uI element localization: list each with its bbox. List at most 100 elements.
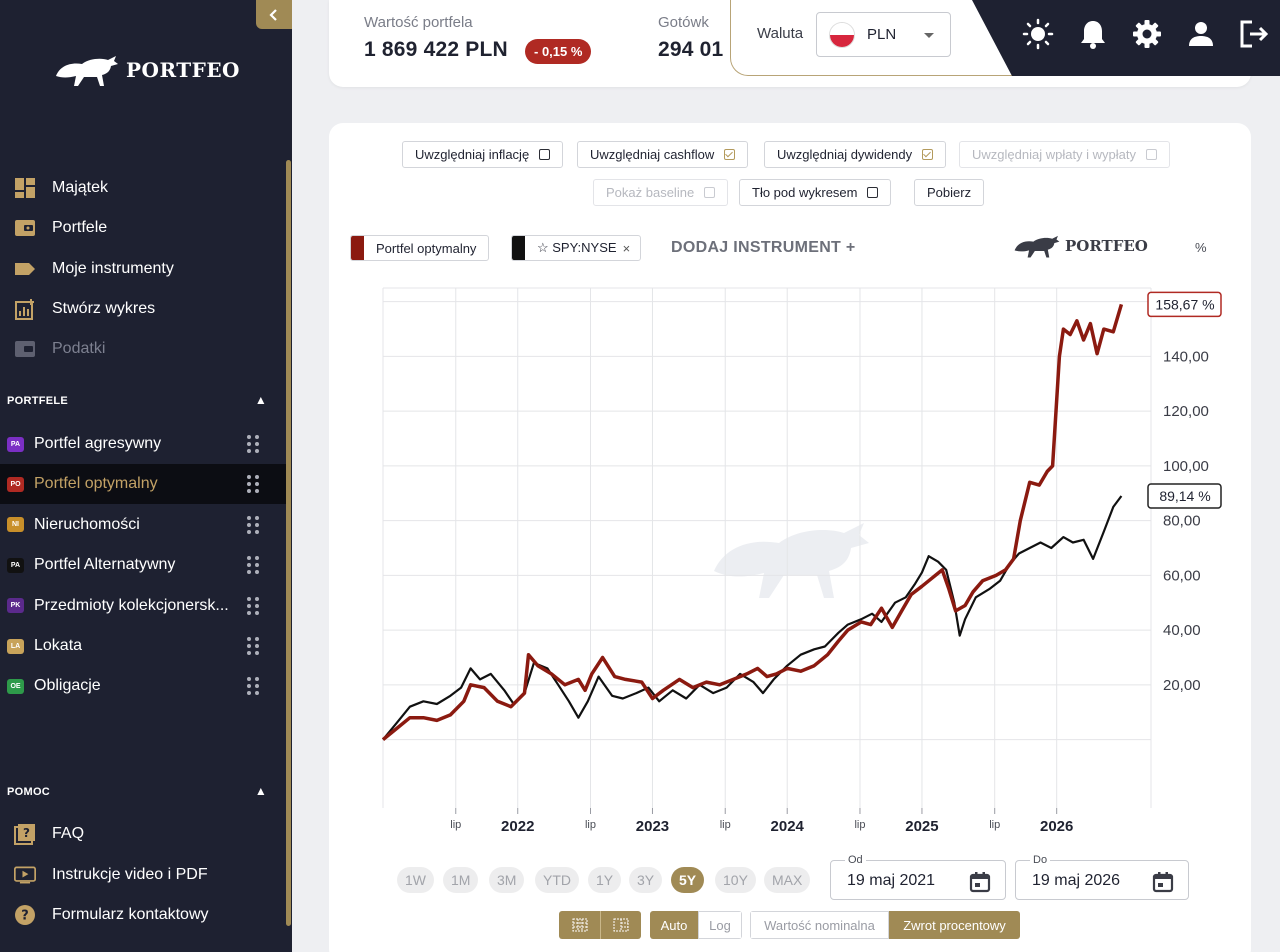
option-toggle[interactable]: Uwzględniaj dywidendy [764,141,947,168]
dropdown-arrow-icon [924,33,934,38]
x-tick-label: 2023 [636,818,669,835]
portfolios-section-header[interactable]: PORTFELE ▲ [7,393,267,407]
sun-icon [1022,18,1054,50]
range-ytd[interactable]: YTD [535,867,579,893]
portfolio-badge: PA [7,557,24,573]
help-item-faq[interactable]: ? FAQ [0,814,286,854]
faq-icon: ? [14,823,36,845]
grid-vertical-button[interactable] [600,911,641,939]
portfolio-value: 1 869 422 PLN [364,38,508,61]
scale-log-button[interactable]: Log [698,911,742,939]
date-from-field[interactable]: Od 19 maj 2021 [830,854,1006,900]
nav-item-majątek[interactable]: Majątek [0,168,286,208]
drag-handle-icon[interactable] [247,596,261,615]
chevron-left-icon [269,8,277,21]
calendar-icon[interactable] [1152,871,1174,898]
nominal-value-button[interactable]: Wartość nominalna [750,911,889,939]
legend-series-portfolio[interactable]: Portfel optymalny [350,235,490,261]
download-button[interactable]: Pobierz [914,179,985,206]
option-toggle: Pokaż baseline [593,179,729,206]
portfolio-item[interactable]: PO Portfel optymalny [0,464,286,505]
drag-handle-icon[interactable] [247,435,261,453]
theme-toggle-button[interactable] [1022,18,1054,50]
line-chart[interactable]: 20,00 40,00 60,00 80,00 100,00 120,00 140,00 li… [329,123,1251,853]
settings-button[interactable] [1131,18,1163,50]
portfolio-item[interactable]: LA Lokata [0,626,286,666]
option-toggle: Uwzględniaj wpłaty i wypłaty [959,141,1171,168]
download-label: Pobierz [927,185,972,200]
help-item-formularz-kontaktowy[interactable]: ? Formularz kontaktowy [0,895,286,935]
drag-handle-icon[interactable] [247,556,261,575]
remove-series-icon[interactable]: × [622,240,631,256]
range-max[interactable]: MAX [764,867,811,893]
range-3m[interactable]: 3M [489,867,525,893]
y-tick-label: 60,00 [1163,567,1201,584]
currency-panel: Waluta PLN [730,0,1020,76]
drag-handle-icon[interactable] [247,475,261,494]
currency-select[interactable]: PLN [816,12,951,57]
collapse-sidebar-button[interactable] [256,0,292,29]
sidebar-scrollbar[interactable] [286,160,291,926]
option-toggle[interactable]: Tło pod wykresem [739,179,892,206]
range-1y[interactable]: 1Y [588,867,622,893]
drag-handle-icon[interactable] [247,637,261,655]
tax-wallet-icon [14,338,36,360]
help-item-instrukcje-video-i-pdf[interactable]: Instrukcje video i PDF [0,855,286,895]
option-label: Uwzględniaj inflację [415,147,530,162]
percent-toggle[interactable]: % [1195,240,1207,255]
x-tick-label: lip [450,819,461,831]
brand-logo[interactable]: PORTFEO [54,52,240,88]
logout-button[interactable] [1238,18,1270,50]
option-toggle[interactable]: Uwzględniaj inflację [402,141,564,168]
notifications-button[interactable] [1077,18,1109,50]
portfolio-item[interactable]: OE Obligacje [0,666,286,706]
nav-item-moje-instrumenty[interactable]: Moje instrumenty [0,249,286,289]
x-tick-label: 2026 [1040,818,1073,835]
drag-handle-icon[interactable] [247,515,261,534]
add-instrument-button[interactable]: DODAJ INSTRUMENT + [671,239,856,256]
checkbox-icon [867,187,879,198]
help-section-header[interactable]: POMOC ▲ [7,784,267,798]
calendar-icon[interactable] [969,871,991,898]
date-to-field[interactable]: Do 19 maj 2026 [1015,854,1189,900]
video-icon [14,864,36,886]
currency-value: PLN [867,26,897,43]
portfolio-item[interactable]: PA Portfel agresywny [0,424,286,464]
series-line-portfolio [381,303,1124,741]
nav-item-podatki[interactable]: Podatki [0,329,286,369]
date-from-label: Od [845,854,866,866]
sidebar: PORTFEO Majątek Portfele Moje instrumenty S… [0,0,292,952]
range-1m[interactable]: 1M [443,867,479,893]
range-3y[interactable]: 3Y [629,867,663,893]
logout-icon [1240,20,1269,48]
wallet-icon [14,217,36,239]
scale-auto-button[interactable]: Auto [650,911,698,939]
y-tick-label: 120,00 [1163,403,1209,420]
legend-series-spy[interactable]: ☆ SPY:NYSE × [511,235,642,261]
portfolio-label: Portfel optymalny [34,475,158,493]
watermark-bull-icon [714,523,869,598]
nav-item-label: Moje instrumenty [52,259,174,277]
range-1w[interactable]: 1W [397,867,434,893]
nav-item-stwórz-wykres[interactable]: Stwórz wykres [0,289,286,329]
portfolio-item[interactable]: PK Przedmioty kolekcjonersk... [0,586,286,626]
portfolio-item[interactable]: PA Portfel Alternatywny [0,545,286,585]
percent-return-button[interactable]: Zwrot procentowy [889,911,1020,939]
series-end-label: 89,14 % [1159,488,1210,504]
caret-up-icon: ▲ [254,393,267,407]
cash-label: Gotówk [658,14,709,31]
range-10y[interactable]: 10Y [715,867,756,893]
range-5y[interactable]: 5Y [671,867,705,893]
bull-logo-icon [56,56,118,86]
series-end-label-box [1147,291,1222,318]
portfolio-badge: LA [7,638,24,654]
drag-handle-icon[interactable] [247,677,261,696]
help-circle-icon: ? [14,904,36,926]
option-toggle[interactable]: Uwzględniaj cashflow [577,141,749,168]
grid-toggle-group [559,911,641,939]
nav-item-portfele[interactable]: Portfele [0,208,286,248]
portfolio-item[interactable]: NI Nieruchomości [0,505,286,545]
top-actions-bar [972,0,1280,76]
profile-button[interactable] [1185,18,1217,50]
grid-full-button[interactable] [559,911,600,939]
